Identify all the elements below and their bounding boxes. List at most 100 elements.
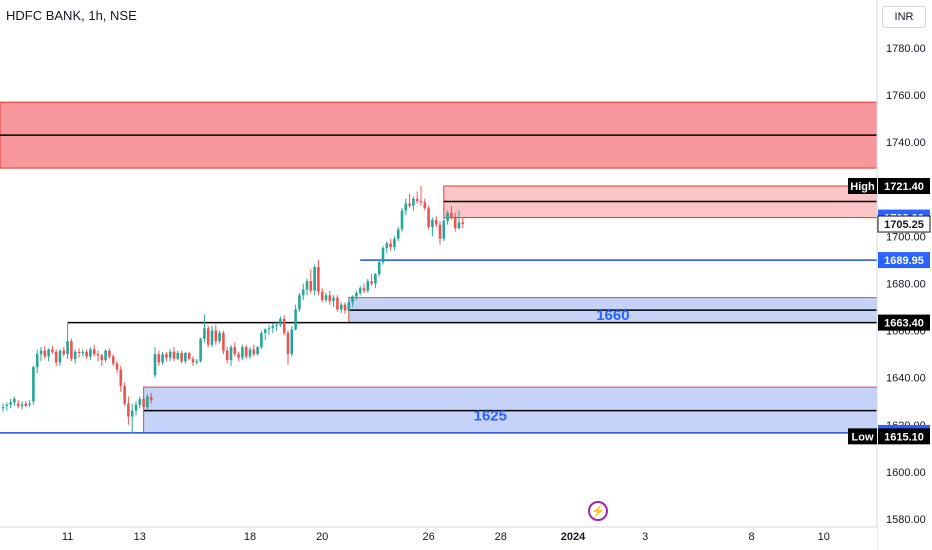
x-tick-label: 3: [642, 531, 648, 543]
candle-body: [233, 347, 237, 355]
candle-body: [305, 281, 309, 290]
candle-body: [180, 352, 183, 362]
candle-body: [370, 281, 373, 284]
lightning-icon[interactable]: ⚡: [588, 501, 608, 521]
candle-body: [415, 198, 419, 202]
price-tag: 1615.10 Low: [848, 428, 930, 445]
candle-body: [47, 349, 50, 357]
chart-title: HDFC BANK, 1h, NSE: [6, 8, 137, 23]
candle-body: [282, 318, 286, 333]
candle-body: [96, 354, 100, 356]
candle-body: [66, 341, 69, 355]
candle-body: [62, 350, 66, 355]
candle-body: [332, 297, 335, 302]
price-tag-label: High: [850, 181, 875, 193]
candle-body: [419, 201, 423, 203]
candle-body: [279, 318, 282, 325]
candle-body: [457, 222, 461, 229]
candle-body: [176, 352, 180, 359]
candle-body: [237, 354, 240, 358]
candle-body: [438, 224, 442, 239]
y-tick-label: 1760.00: [886, 90, 926, 102]
candle-body: [434, 219, 438, 225]
candle-body: [39, 350, 43, 355]
plot-area: [0, 0, 877, 527]
price-tag-value: 1689.95: [884, 255, 924, 267]
candle-body: [362, 288, 366, 291]
candle-body: [324, 295, 328, 300]
candle-body: [260, 332, 263, 348]
candle-body: [336, 297, 339, 310]
x-tick-label: 2024: [561, 531, 586, 543]
candle-body: [187, 352, 191, 359]
candle-body: [203, 328, 206, 339]
candle-body: [108, 350, 111, 357]
candle-body: [412, 198, 415, 206]
candle-body: [431, 219, 434, 227]
candle-body: [70, 341, 73, 359]
candle-body: [81, 351, 85, 353]
candle-body: [389, 243, 392, 247]
candle-body: [241, 347, 244, 358]
price-tag-value: 1705.25: [884, 219, 924, 231]
candle-body: [351, 296, 354, 303]
x-tick-label: 26: [422, 531, 434, 543]
candle-body: [427, 208, 430, 227]
candle-body: [20, 404, 24, 406]
zone-label: 1625: [474, 408, 507, 425]
candle-body: [263, 329, 267, 333]
candle-body: [157, 354, 161, 363]
candle-body: [199, 338, 202, 362]
candle-body: [184, 352, 187, 362]
candle-body: [400, 210, 404, 230]
price-tag-value: 1615.10: [884, 431, 924, 443]
candle-body: [43, 350, 47, 357]
candle-body: [138, 398, 142, 405]
y-tick-label: 1700.00: [886, 231, 926, 243]
candle-body: [77, 351, 81, 353]
y-tick-label: 1740.00: [886, 137, 926, 149]
candle-body: [275, 324, 278, 326]
price-tag-value: 1721.40: [884, 181, 924, 193]
candle-body: [127, 403, 130, 417]
candle-body: [206, 328, 210, 345]
price-axis: [877, 0, 932, 550]
candle-body: [1, 407, 5, 409]
candle-body: [161, 354, 164, 363]
zone-label: 1660: [596, 307, 629, 324]
candle-body: [54, 351, 58, 363]
candle-body: [92, 349, 96, 355]
x-tick-label: 18: [244, 531, 256, 543]
candle-body: [271, 325, 275, 329]
price-tag-label-box: [848, 178, 877, 195]
candle-body: [142, 398, 145, 408]
y-tick-label: 1580.00: [886, 514, 926, 526]
candle-body: [320, 291, 324, 300]
candle-body: [313, 267, 316, 291]
price-tag: 1663.40: [878, 314, 930, 331]
candle-body: [393, 238, 396, 247]
candle-body: [195, 361, 199, 363]
currency-selector[interactable]: INR: [882, 6, 926, 28]
candle-body: [343, 304, 347, 311]
candle-body: [51, 349, 54, 352]
candle-body: [423, 202, 427, 209]
candle-body: [58, 350, 62, 363]
candle-body: [146, 396, 149, 408]
candle-body: [366, 281, 370, 291]
candle-body: [339, 304, 343, 310]
candle-body: [309, 281, 313, 291]
price-tag: 1705.25: [877, 215, 931, 233]
candle-body: [100, 355, 104, 361]
candle-body: [104, 350, 107, 361]
candle-body: [134, 404, 138, 411]
candle-body: [358, 288, 362, 293]
y-tick-label: 1600.00: [886, 467, 926, 479]
candle-body: [24, 403, 28, 406]
candle-body: [9, 402, 12, 405]
candle-body: [218, 332, 221, 342]
candle-body: [85, 351, 88, 357]
candle-body: [89, 349, 92, 357]
candle-body: [28, 403, 31, 405]
